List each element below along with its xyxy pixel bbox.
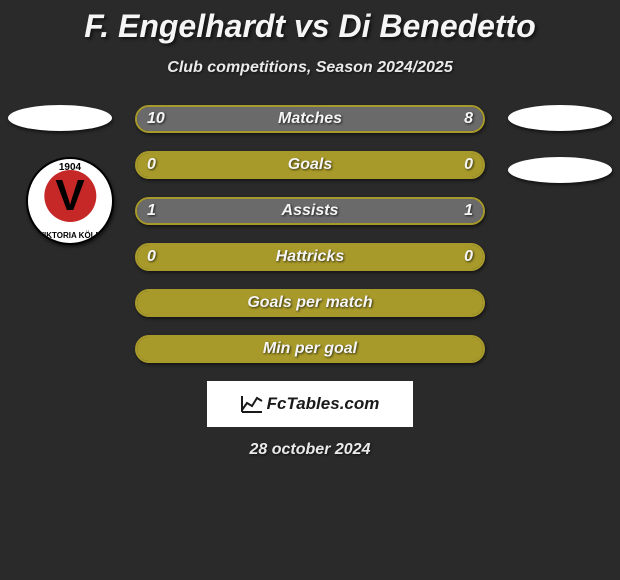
left-club-logo: 1904 V VIKTORIA KÖLN: [26, 157, 114, 245]
stat-bar-row: 108Matches: [135, 105, 485, 133]
club-logo-arc-text: VIKTORIA KÖLN: [33, 231, 107, 240]
brand-badge: FcTables.com: [207, 381, 413, 427]
stat-bar-label: Hattricks: [137, 245, 483, 269]
page-subtitle: Club competitions, Season 2024/2025: [0, 59, 620, 77]
brand-text: FcTables.com: [267, 394, 380, 414]
stat-bar-label: Matches: [137, 107, 483, 131]
stat-bar-row: 00Hattricks: [135, 243, 485, 271]
stat-bar-label: Min per goal: [137, 337, 483, 361]
stat-bar-row: Goals per match: [135, 289, 485, 317]
footer-date: 28 october 2024: [0, 441, 620, 459]
brand-chart-icon: [241, 395, 263, 413]
stat-bar-row: 00Goals: [135, 151, 485, 179]
stat-bar-label: Goals per match: [137, 291, 483, 315]
stat-bar-label: Assists: [137, 199, 483, 223]
club-logo-letter: V: [55, 174, 84, 218]
page-title: F. Engelhardt vs Di Benedetto: [0, 0, 620, 45]
stat-bars: 108Matches 00Goals 11Assists 00Hattricks Goa…: [135, 105, 485, 363]
stat-bar-row: Min per goal: [135, 335, 485, 363]
comparison-panel: 1904 V VIKTORIA KÖLN 108Matches 00Goals 11…: [0, 105, 620, 459]
stat-bar-row: 11Assists: [135, 197, 485, 225]
left-player-badge-placeholder: [8, 105, 112, 131]
stat-bar-label: Goals: [137, 153, 483, 177]
right-player-badge-placeholder: [508, 105, 612, 131]
right-club-badge-placeholder: [508, 157, 612, 183]
